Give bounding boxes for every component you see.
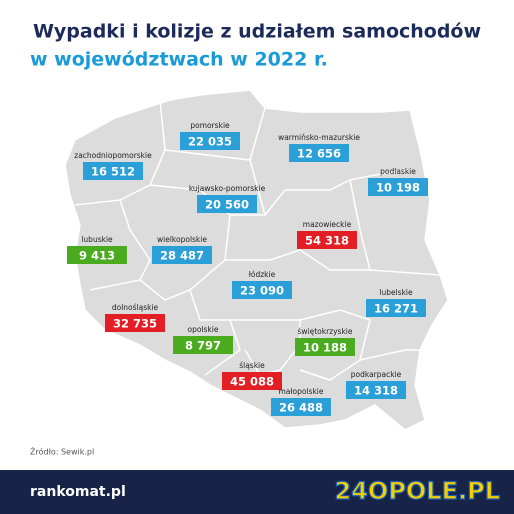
region-value: 20 560 (205, 198, 249, 212)
value-box (297, 231, 357, 249)
value-box (180, 132, 240, 150)
value-box (366, 299, 426, 317)
value-box (232, 281, 292, 299)
footer-bar (0, 470, 514, 514)
region-name: łódzkie (249, 270, 276, 279)
value-box (152, 246, 212, 264)
value-box (295, 338, 355, 356)
region-name: pomorskie (190, 121, 230, 130)
region-name: małopolskie (278, 387, 323, 396)
value-box (346, 381, 406, 399)
region-name: świętokrzyskie (297, 327, 352, 336)
region-value: 16 271 (374, 302, 418, 316)
region-name: lubuskie (81, 235, 113, 244)
region-value: 23 090 (240, 284, 284, 298)
region-name: zachodniopomorskie (74, 151, 152, 160)
region-name: podkarpackie (351, 370, 402, 379)
value-box (83, 162, 143, 180)
region-value: 12 656 (297, 147, 341, 161)
region-name: wielkopolskie (157, 235, 207, 244)
region-value: 45 088 (230, 375, 274, 389)
region-name: opolskie (188, 325, 219, 334)
value-box (368, 178, 428, 196)
value-box (197, 195, 257, 213)
value-box (289, 144, 349, 162)
subtitle: w województwach w 2022 r. (30, 49, 328, 71)
title: Wypadki i kolizje z udziałem samochodów (33, 21, 481, 43)
region-name: podlaskie (380, 167, 416, 176)
logo: 24OPOLE.PL (335, 477, 500, 505)
value-box (105, 314, 165, 332)
value-box (222, 372, 282, 390)
value-box (173, 336, 233, 354)
region-value: 16 512 (91, 165, 135, 179)
region-name: kujawsko-pomorskie (189, 184, 266, 193)
brand: rankomat.pl (30, 484, 126, 500)
region-value: 9 413 (79, 249, 115, 263)
region-value: 28 487 (160, 249, 204, 263)
region-name: dolnośląskie (112, 303, 159, 312)
region-value: 8 797 (185, 339, 221, 353)
region-name: lubelskie (379, 288, 413, 297)
region-value: 32 735 (113, 317, 157, 331)
region-name: śląskie (239, 361, 265, 370)
region-value: 26 488 (279, 401, 323, 415)
region-name: warmińsko-mazurskie (278, 133, 360, 142)
region-value: 10 198 (376, 181, 420, 195)
value-box (271, 398, 331, 416)
region-value: 54 318 (305, 234, 349, 248)
region-value: 14 318 (354, 384, 398, 398)
value-box (67, 246, 127, 264)
source: Źródło: Sewik.pl (30, 446, 94, 457)
region-value: 10 188 (303, 341, 347, 355)
region-value: 22 035 (188, 135, 232, 149)
region-name: mazowieckie (303, 220, 352, 229)
